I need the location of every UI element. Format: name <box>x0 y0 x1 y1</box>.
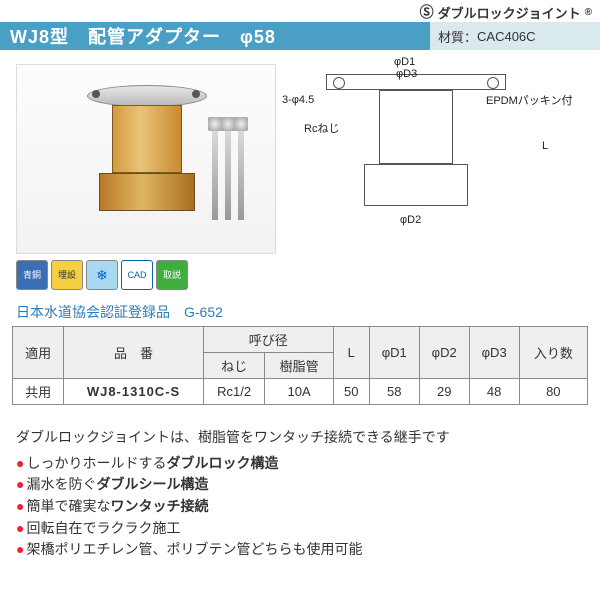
photo-body <box>112 105 182 173</box>
badge-cad: CAD <box>121 260 153 290</box>
material-label: 材質： CAC406C <box>430 22 600 50</box>
page-title: WJ8型 配管アダプター φ58 <box>0 22 430 50</box>
th-d1: φD1 <box>369 327 419 379</box>
dim-rc: Rcねじ <box>304 120 339 136</box>
th-dia-thread: ねじ <box>203 353 265 379</box>
td-d3: 48 <box>469 379 519 405</box>
list-item: 漏水を防ぐダブルシール構造 <box>16 474 584 496</box>
certification-line: 日本水道協会認証登録品 G-652 <box>0 292 600 326</box>
td-d2: 29 <box>419 379 469 405</box>
spec-table: 適用 品 番 呼び径 L φD1 φD2 φD3 入り数 ねじ 樹脂管 共用 W… <box>12 326 588 405</box>
list-item: 回転自在でラクラク施工 <box>16 518 584 540</box>
spec-table-head: 適用 品 番 呼び径 L φD1 φD2 φD3 入り数 ねじ 樹脂管 <box>13 327 588 379</box>
photo-screw-head <box>234 117 248 131</box>
feature-bold: ダブルロック構造 <box>166 455 278 471</box>
photo-screw <box>225 125 231 220</box>
photo-screw-head <box>208 117 222 131</box>
feature-pre: 架橋ポリエチレン管、ポリブテン管どちらも使用可能 <box>26 541 362 557</box>
dim-d1: φD1 <box>394 56 415 68</box>
badge-bronze: 青銅 <box>16 260 48 290</box>
td-app: 共用 <box>13 379 64 405</box>
feature-bold: ワンタッチ接続 <box>110 498 208 514</box>
brand-registered-mark: ® <box>585 7 592 18</box>
badge-manual: 取説 <box>156 260 188 290</box>
table-row: 共用 WJ8-1310C-S Rc1/2 10A 50 58 29 48 80 <box>13 379 588 405</box>
list-item: 簡単で確実なワンタッチ接続 <box>16 496 584 518</box>
figure-row: 青銅 埋設 ❄ CAD 取説 φD1 φD3 3-φ4.5 Rcねじ EPDMパ… <box>0 50 600 292</box>
td-pn: WJ8-1310C-S <box>64 379 204 405</box>
th-dia-group: 呼び径 <box>203 327 333 353</box>
photo-screw <box>238 125 244 220</box>
diagram-hex <box>364 164 468 206</box>
th-pn: 品 番 <box>64 327 204 379</box>
th-dia-resin: 樹脂管 <box>265 353 333 379</box>
dimension-diagram: φD1 φD3 3-φ4.5 Rcねじ EPDMパッキン付 L φD2 <box>284 64 588 284</box>
diagram-body <box>379 90 453 164</box>
photo-screw-head <box>221 117 235 131</box>
dim-hole: 3-φ4.5 <box>282 94 314 106</box>
feature-pre: 簡単で確実な <box>26 498 110 514</box>
badge-row: 青銅 埋設 ❄ CAD 取説 <box>16 260 276 290</box>
material-value: CAC406C <box>477 29 536 44</box>
th-app: 適用 <box>13 327 64 379</box>
brand-name: ダブルロックジョイント <box>438 3 581 22</box>
photo-flange <box>87 85 207 107</box>
feature-bold: ダブルシール構造 <box>96 476 208 492</box>
photo-flange-hole <box>192 90 200 98</box>
td-qty: 80 <box>519 379 587 405</box>
dim-d3: φD3 <box>396 68 417 80</box>
photo-hex-nut <box>99 173 195 211</box>
photo-screw <box>212 125 218 220</box>
th-d3: φD3 <box>469 327 519 379</box>
brand-row: Ⓢ ダブルロックジョイント ® <box>0 0 600 22</box>
td-l: 50 <box>333 379 369 405</box>
feature-pre: 回転自在でラクラク施工 <box>26 520 180 536</box>
badge-snow-icon: ❄ <box>86 260 118 290</box>
material-key: 材質： <box>438 27 477 46</box>
th-d2: φD2 <box>419 327 469 379</box>
photo-flange-hole <box>92 90 100 98</box>
feature-list: しっかりホールドするダブルロック構造 漏水を防ぐダブルシール構造 簡単で確実なワ… <box>16 453 584 561</box>
description-lead: ダブルロックジョイントは、樹脂管をワンタッチ接続できる継手です <box>16 427 584 449</box>
product-photo-column: 青銅 埋設 ❄ CAD 取説 <box>16 64 276 284</box>
td-thread: Rc1/2 <box>203 379 265 405</box>
product-photo <box>16 64 276 254</box>
td-resin: 10A <box>265 379 333 405</box>
list-item: しっかりホールドするダブルロック構造 <box>16 453 584 475</box>
th-qty: 入り数 <box>519 327 587 379</box>
brand-logo: Ⓢ <box>420 2 434 22</box>
badge-bury: 埋設 <box>51 260 83 290</box>
td-d1: 58 <box>369 379 419 405</box>
description-block: ダブルロックジョイントは、樹脂管をワンタッチ接続できる継手です しっかりホールド… <box>0 405 600 561</box>
dim-epdm: EPDMパッキン付 <box>486 92 572 108</box>
spec-table-body: 共用 WJ8-1310C-S Rc1/2 10A 50 58 29 48 80 <box>13 379 588 405</box>
th-l: L <box>333 327 369 379</box>
feature-pre: しっかりホールドする <box>26 455 166 471</box>
dim-l: L <box>542 140 548 152</box>
dim-d2: φD2 <box>400 214 421 226</box>
feature-pre: 漏水を防ぐ <box>26 476 96 492</box>
list-item: 架橋ポリエチレン管、ポリブテン管どちらも使用可能 <box>16 539 584 561</box>
header-bar: WJ8型 配管アダプター φ58 材質： CAC406C <box>0 22 600 50</box>
